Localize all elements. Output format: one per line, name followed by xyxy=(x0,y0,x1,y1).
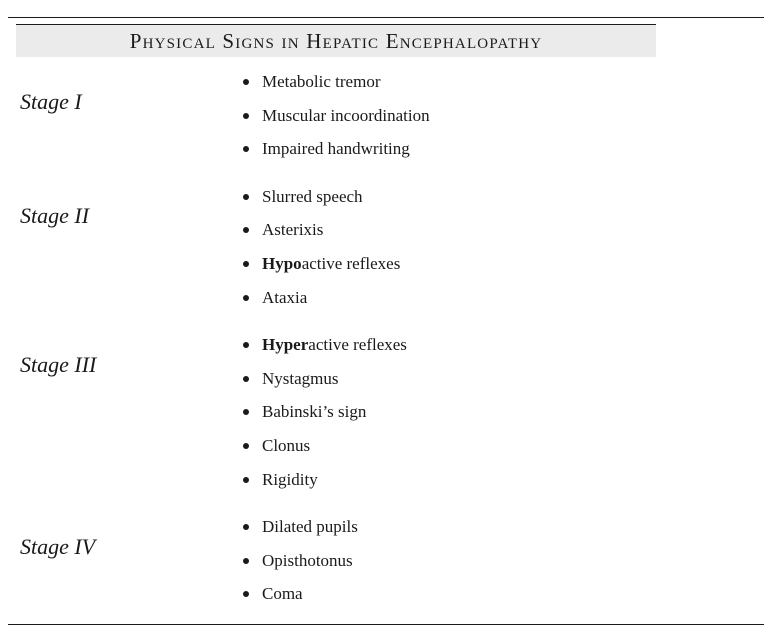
bullet-icon xyxy=(243,342,249,348)
stage-label: Stage IV xyxy=(20,534,96,559)
bullet-icon xyxy=(243,409,249,415)
table-title: Physical Signs in Hepatic Encephalopathy xyxy=(129,28,543,53)
bullet-icon xyxy=(243,113,249,119)
sign-item: Metabolic tremor xyxy=(243,72,381,92)
sign-item: Asterixis xyxy=(243,220,323,240)
bullet-icon xyxy=(243,524,249,530)
bullet-icon xyxy=(243,443,249,449)
sign-item: Impaired handwriting xyxy=(243,139,410,159)
bullet-icon xyxy=(243,591,249,597)
bullet-icon xyxy=(243,376,249,382)
sign-item: Coma xyxy=(243,584,303,604)
bullet-icon xyxy=(243,295,249,301)
sign-item: Dilated pupils xyxy=(243,517,358,537)
bullet-icon xyxy=(243,194,249,200)
stage-label: Stage I xyxy=(20,89,82,114)
bullet-icon xyxy=(243,146,249,152)
bullet-icon xyxy=(243,79,249,85)
bottom-rule xyxy=(8,624,764,625)
stage-label: Stage II xyxy=(20,203,90,228)
sign-item: Nystagmus xyxy=(243,369,339,389)
bullet-icon xyxy=(243,477,249,483)
title-rule xyxy=(16,24,656,25)
top-rule xyxy=(8,17,764,18)
table-title-band: Physical Signs in Hepatic Encephalopathy xyxy=(16,25,656,57)
sign-item: Hypoactive reflexes xyxy=(243,254,400,274)
bullet-icon xyxy=(243,227,249,233)
sign-item: Opisthotonus xyxy=(243,551,353,571)
stage-label: Stage III xyxy=(20,352,97,377)
bullet-icon xyxy=(243,558,249,564)
sign-item: Rigidity xyxy=(243,470,318,490)
sign-item: Slurred speech xyxy=(243,187,363,207)
sign-item: Hyperactive reflexes xyxy=(243,335,407,355)
sign-item: Muscular incoordination xyxy=(243,106,430,126)
sign-item: Babinski’s sign xyxy=(243,402,366,422)
bullet-icon xyxy=(243,261,249,267)
sign-item: Ataxia xyxy=(243,288,307,308)
sign-item: Clonus xyxy=(243,436,310,456)
